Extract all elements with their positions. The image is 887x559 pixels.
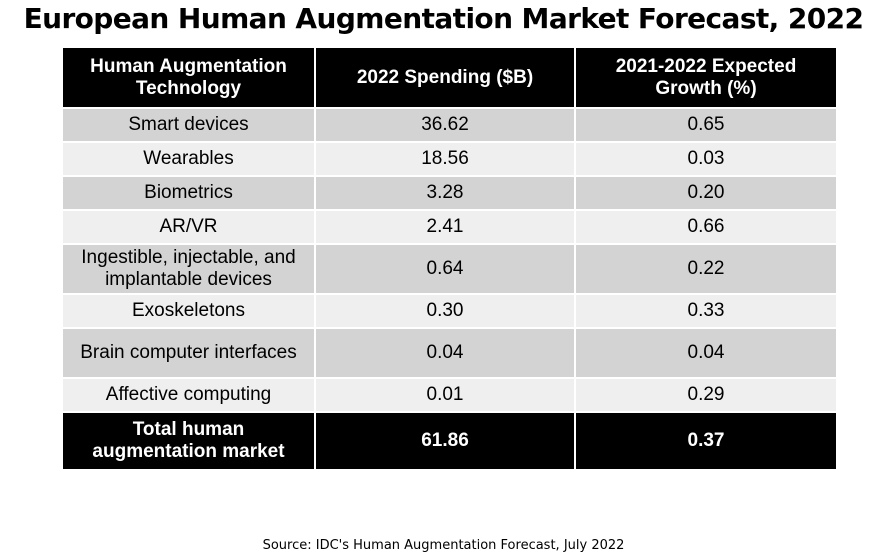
- technology-cell: AR/VR: [63, 210, 316, 245]
- technology-cell: Brain computer interfaces: [63, 328, 316, 379]
- total-label-cell: Total human augmentation market: [63, 412, 316, 469]
- growth-cell: 0.66: [575, 210, 836, 245]
- growth-cell: 0.03: [575, 142, 836, 177]
- chart-title: European Human Augmentation Market Forec…: [23, 2, 864, 35]
- spending-cell: 36.62: [315, 108, 576, 143]
- table-row: Ingestible, injectable, and implantable …: [63, 244, 836, 295]
- table-row: Brain computer interfaces 0.04 0.04: [63, 328, 836, 379]
- technology-cell: Smart devices: [63, 108, 316, 143]
- spending-cell: 0.30: [315, 294, 576, 329]
- data-table: Human Augmentation Technology 2022 Spend…: [63, 48, 836, 469]
- technology-cell: Exoskeletons: [63, 294, 316, 329]
- source-note: Source: IDC's Human Augmentation Forecas…: [262, 538, 625, 553]
- growth-cell: 0.29: [575, 378, 836, 413]
- growth-cell: 0.33: [575, 294, 836, 329]
- total-growth-cell: 0.37: [575, 412, 836, 469]
- header-row: Human Augmentation Technology 2022 Spend…: [63, 48, 836, 109]
- spending-cell: 18.56: [315, 142, 576, 177]
- growth-cell: 0.20: [575, 176, 836, 211]
- spending-cell: 3.28: [315, 176, 576, 211]
- growth-cell: 0.65: [575, 108, 836, 143]
- spending-cell: 0.01: [315, 378, 576, 413]
- header-technology: Human Augmentation Technology: [63, 48, 316, 109]
- total-row: Total human augmentation market 61.86 0.…: [63, 412, 836, 469]
- table-row: Wearables 18.56 0.03: [63, 142, 836, 177]
- table-row: Affective computing 0.01 0.29: [63, 378, 836, 413]
- table-row: AR/VR 2.41 0.66: [63, 210, 836, 245]
- total-spending-cell: 61.86: [315, 412, 576, 469]
- growth-cell: 0.04: [575, 328, 836, 379]
- technology-cell: Affective computing: [63, 378, 316, 413]
- technology-cell: Wearables: [63, 142, 316, 177]
- table-row: Exoskeletons 0.30 0.33: [63, 294, 836, 329]
- technology-cell: Ingestible, injectable, and implantable …: [63, 244, 316, 295]
- table-row: Biometrics 3.28 0.20: [63, 176, 836, 211]
- table-row: Smart devices 36.62 0.65: [63, 108, 836, 143]
- spending-cell: 0.64: [315, 244, 576, 295]
- spending-cell: 2.41: [315, 210, 576, 245]
- technology-cell: Biometrics: [63, 176, 316, 211]
- spending-cell: 0.04: [315, 328, 576, 379]
- header-spending: 2022 Spending ($B): [315, 48, 576, 109]
- growth-cell: 0.22: [575, 244, 836, 295]
- header-growth: 2021-2022 Expected Growth (%): [575, 48, 836, 109]
